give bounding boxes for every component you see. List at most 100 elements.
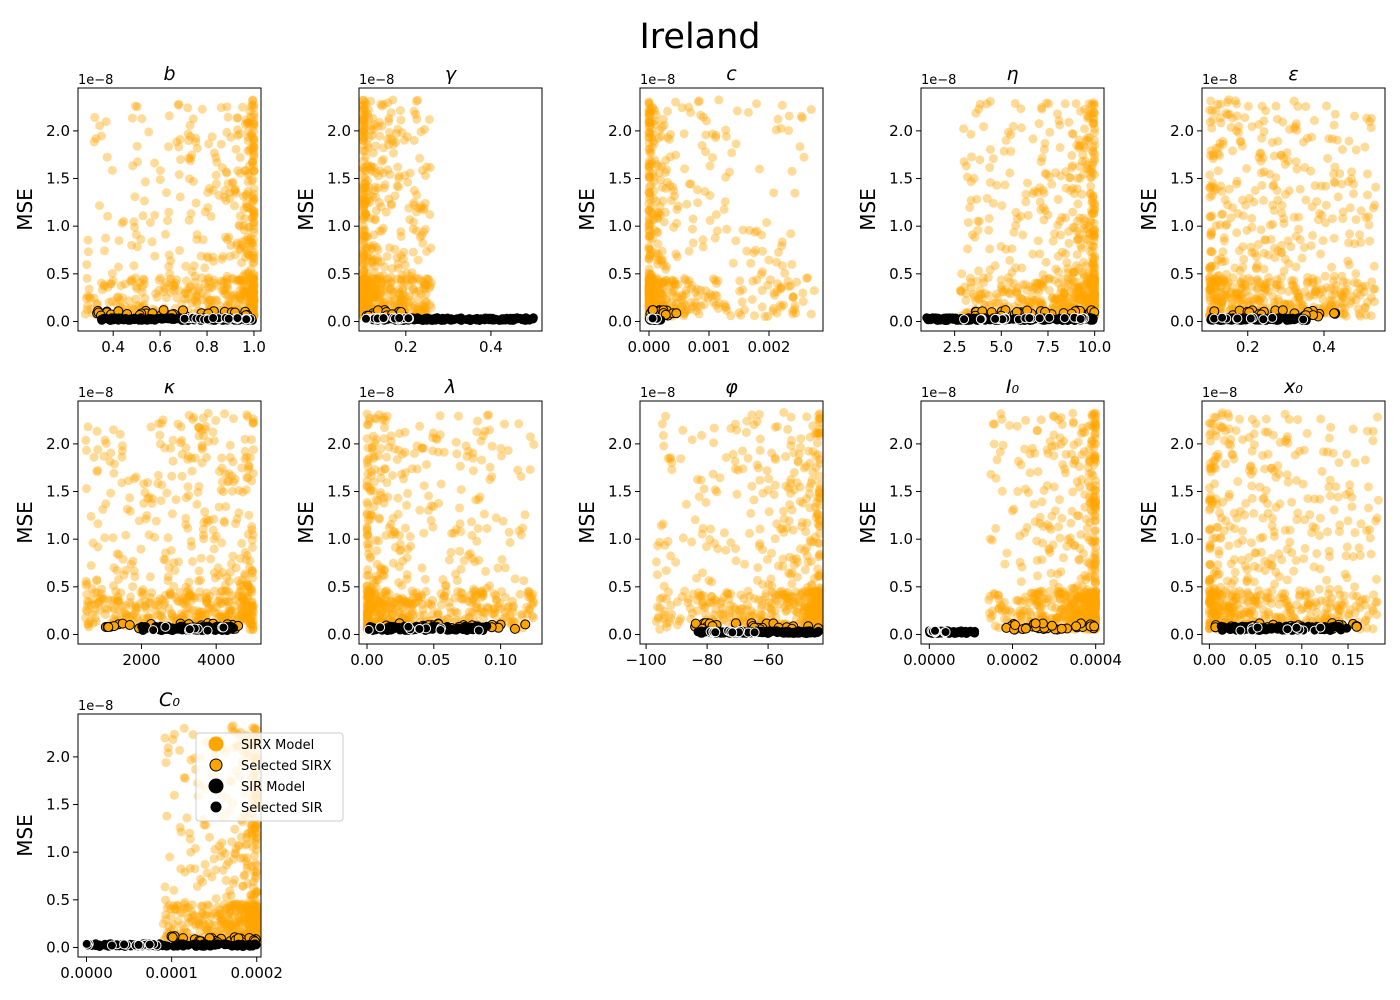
data-point (661, 184, 671, 193)
data-point (419, 227, 428, 237)
data-point (207, 283, 217, 292)
data-point (185, 174, 194, 184)
data-point (224, 232, 234, 242)
data-point (249, 210, 259, 220)
data-point (240, 613, 249, 623)
scatter-points (80, 95, 259, 325)
data-point (237, 276, 247, 285)
data-point (211, 179, 221, 189)
data-point (196, 553, 206, 563)
data-point (1303, 277, 1313, 287)
data-point (238, 240, 247, 250)
data-point (244, 461, 254, 471)
data-point (209, 607, 219, 617)
data-point (446, 314, 455, 324)
data-point (360, 283, 370, 293)
data-point (525, 432, 535, 442)
data-point (1040, 206, 1050, 215)
data-point (646, 180, 656, 190)
data-point (103, 622, 114, 633)
data-point (1047, 293, 1057, 303)
data-point (672, 218, 682, 228)
data-point (1353, 304, 1363, 314)
data-point (1258, 314, 1269, 325)
data-point (992, 289, 1002, 299)
data-point (656, 132, 666, 141)
data-point (143, 478, 153, 487)
x-tick-label: 0.2 (1236, 338, 1260, 356)
data-point (248, 286, 258, 296)
data-point (654, 125, 664, 135)
data-point (1205, 192, 1215, 202)
data-point (652, 294, 662, 304)
data-point (1206, 96, 1216, 106)
data-point (204, 273, 214, 283)
data-point (378, 291, 388, 301)
data-point (1028, 284, 1038, 294)
data-point (203, 408, 213, 418)
data-point (644, 293, 654, 303)
data-point (1233, 294, 1243, 303)
data-point (1052, 294, 1062, 304)
data-point (174, 170, 184, 179)
data-point (359, 291, 369, 301)
data-point (362, 581, 372, 591)
data-point (244, 613, 254, 623)
data-point (1089, 113, 1099, 123)
x-tick-label: 0.6 (148, 338, 172, 356)
data-point (690, 298, 700, 308)
data-point (1223, 110, 1233, 120)
data-point (228, 457, 238, 467)
data-point (403, 488, 413, 498)
data-point (244, 619, 254, 629)
data-point (243, 136, 253, 146)
data-point (645, 191, 655, 201)
data-point (359, 251, 369, 261)
data-point (1261, 285, 1271, 295)
series-selected-sir (959, 312, 1090, 325)
data-point (394, 171, 404, 181)
data-point (360, 198, 370, 208)
data-point (651, 288, 661, 298)
data-point (1216, 282, 1226, 292)
data-point (1232, 228, 1242, 238)
data-point (111, 299, 121, 309)
data-point (139, 275, 149, 285)
data-point (1086, 293, 1096, 303)
data-point (165, 269, 175, 279)
data-point (960, 282, 970, 292)
data-point (1222, 269, 1232, 279)
series-selected-sir (179, 312, 256, 325)
data-point (227, 486, 237, 496)
data-point (83, 619, 93, 629)
data-point (184, 603, 194, 613)
data-point (1283, 315, 1293, 325)
data-point (359, 248, 368, 258)
data-point (375, 273, 385, 283)
data-point (245, 618, 255, 628)
data-point (359, 278, 368, 288)
data-point (202, 625, 213, 636)
data-point (1216, 288, 1226, 297)
data-point (204, 299, 214, 309)
data-point (359, 182, 368, 192)
data-point (1053, 194, 1063, 204)
data-point (1350, 239, 1360, 249)
data-point (644, 264, 654, 274)
data-point (148, 625, 159, 636)
data-point (644, 187, 654, 197)
data-point (1090, 277, 1100, 287)
data-point (500, 592, 510, 602)
data-point (249, 211, 259, 221)
data-point (658, 196, 668, 206)
data-point (397, 593, 407, 603)
data-point (248, 602, 258, 611)
data-point (670, 276, 679, 286)
data-point (246, 297, 255, 307)
data-point (234, 300, 244, 310)
data-point (1072, 287, 1082, 297)
data-point (657, 122, 667, 132)
data-point (368, 113, 378, 123)
data-point (425, 300, 435, 310)
data-point (412, 190, 422, 200)
